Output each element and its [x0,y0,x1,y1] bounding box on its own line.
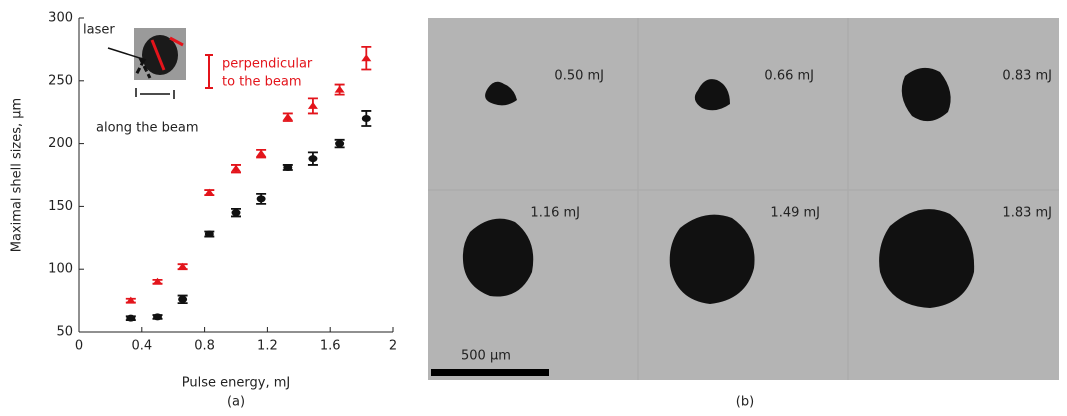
point [126,297,136,304]
annotation: to the beam [222,75,302,90]
panel-label: (a) [227,395,245,410]
frame-label: 1.83 mJ [1002,206,1052,221]
scale-bar-label: 500 µm [461,349,511,364]
point [126,315,135,322]
point [205,231,214,238]
point [308,155,317,162]
x-tick-label: 1.6 [320,339,341,354]
y-tick-label: 100 [48,262,73,277]
frame-label: 1.49 mJ [770,206,820,221]
y-tick-label: 250 [48,73,73,88]
point [283,164,292,171]
point [153,313,162,320]
point [153,278,163,285]
point [308,102,318,109]
x-tick-label: 0 [75,339,83,354]
perp-bracket [205,55,213,88]
y-tick-label: 150 [48,199,73,214]
frame-label: 0.50 mJ [554,69,604,84]
point [361,54,371,61]
frame-label: 1.16 mJ [530,206,580,221]
point [257,195,266,202]
y-axis-label: Maximal shell sizes, µm [10,98,25,252]
x-tick-label: 0.8 [194,339,215,354]
figure: laser perpendicular to the beam along th… [0,0,1067,412]
panel-label: (b) [736,395,754,410]
micrograph [428,18,1059,380]
frame-label: 0.66 mJ [764,69,814,84]
scale-bar [431,369,549,376]
annotation: along the beam [96,121,199,136]
y-tick-label: 200 [48,136,73,151]
point [335,86,345,93]
point [335,140,344,147]
point [232,209,241,216]
annotation: perpendicular [222,57,313,72]
shell-image [463,219,533,297]
along-bracket [136,88,174,99]
frame-label: 0.83 mJ [1002,69,1052,84]
x-tick-label: 1.2 [257,339,278,354]
x-tick-label: 0.4 [131,339,152,354]
shell-image [879,209,974,308]
y-tick-label: 50 [56,325,73,340]
page: laser perpendicular to the beam along th… [0,0,1067,412]
y-tick-label: 300 [48,11,73,26]
point [362,115,371,122]
point [178,296,187,303]
annotation: laser [83,23,115,38]
x-axis-label: Pulse energy, mJ [182,376,290,391]
x-tick-label: 2 [389,339,397,354]
